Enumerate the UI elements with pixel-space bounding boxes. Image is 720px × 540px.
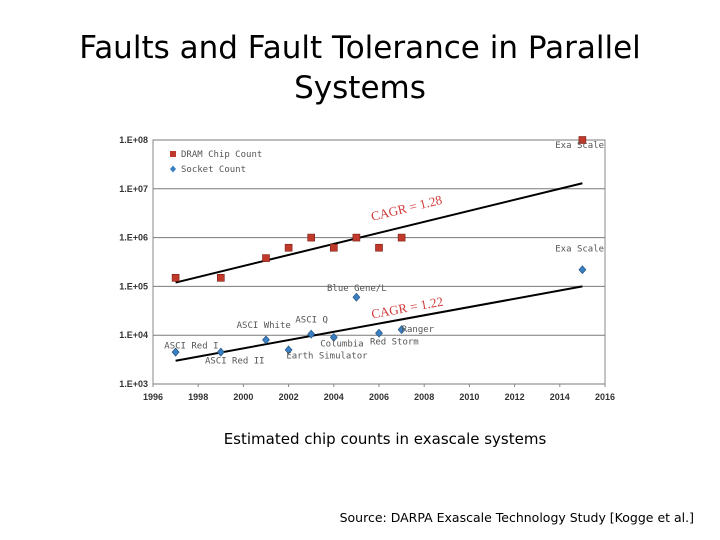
point-annotation: Exa Scale — [555, 244, 604, 254]
chip-count-chart: 1.E+03 1.E+04 1.E+05 1.E+06 1.E+07 1.E+08 1996… — [119, 135, 615, 402]
cagr-label: CAGR = 1.22 — [370, 294, 444, 322]
point-annotation: Blue Gene/L — [327, 284, 387, 294]
data-point — [352, 292, 361, 302]
point-annotation: ASCI Q — [295, 316, 328, 326]
data-point — [578, 265, 587, 275]
x-tick-label: 2012 — [505, 392, 525, 402]
point-annotation: ASCI Red II — [205, 357, 265, 367]
data-point — [330, 243, 338, 252]
y-tick-label: 1.E+03 — [119, 379, 148, 389]
point-annotation: ASCI White — [237, 321, 291, 331]
data-point — [329, 332, 338, 342]
x-tick-label: 2000 — [233, 392, 253, 402]
slide-title-line2: Systems — [294, 70, 426, 106]
legend-marker — [170, 151, 176, 157]
x-tick-label: 2010 — [459, 392, 479, 402]
point-annotation: Ranger — [402, 325, 435, 335]
trend-line — [175, 285, 583, 362]
data-point — [397, 233, 406, 242]
slide-title: Faults and Fault Tolerance in Parallel S… — [40, 28, 680, 108]
data-point — [375, 328, 383, 338]
point-annotation: Columbia — [320, 339, 363, 349]
data-point — [307, 329, 316, 339]
y-tick-label: 1.E+08 — [119, 135, 148, 145]
legend-label: DRAM Chip Count — [181, 150, 262, 160]
x-tick-label: 2016 — [595, 392, 615, 402]
trend-line — [175, 182, 583, 284]
data-point — [284, 345, 293, 355]
data-point — [216, 347, 225, 357]
source-citation: Source: DARPA Exascale Technology Study … — [339, 510, 694, 525]
data-point — [262, 335, 270, 345]
point-annotation: ASCI Red I — [164, 342, 218, 352]
data-point — [262, 254, 270, 262]
legend-marker — [170, 165, 176, 173]
y-tick-label: 1.E+04 — [119, 330, 148, 340]
y-tick-label: 1.E+07 — [119, 184, 148, 194]
y-tick-label: 1.E+06 — [119, 233, 148, 243]
y-tick-label: 1.E+05 — [119, 281, 148, 291]
x-tick-label: 1998 — [188, 392, 208, 402]
data-point — [352, 233, 361, 242]
data-point — [397, 325, 406, 335]
data-point — [171, 274, 180, 282]
x-tick-label: 2002 — [279, 392, 299, 402]
data-point — [171, 347, 180, 357]
data-point — [217, 274, 225, 282]
x-tick-label: 1996 — [143, 392, 163, 402]
x-tick-label: 2004 — [324, 392, 344, 402]
x-tick-label: 2006 — [369, 392, 389, 402]
slide-title-line1: Faults and Fault Tolerance in Parallel — [79, 30, 641, 66]
point-annotation: Earth Simulator — [286, 352, 368, 362]
data-point — [284, 243, 293, 252]
plot-frame — [152, 139, 606, 385]
point-annotation: Red Storm — [370, 337, 419, 347]
data-point — [375, 243, 383, 252]
legend-label: Socket Count — [181, 165, 246, 175]
point-annotation: Exa Scale — [555, 141, 604, 151]
x-tick-label: 2008 — [414, 392, 434, 402]
x-tick-label: 2014 — [550, 392, 570, 402]
chart-caption: Estimated chip counts in exascale system… — [223, 430, 547, 448]
data-point — [307, 233, 315, 242]
data-point — [578, 136, 587, 144]
